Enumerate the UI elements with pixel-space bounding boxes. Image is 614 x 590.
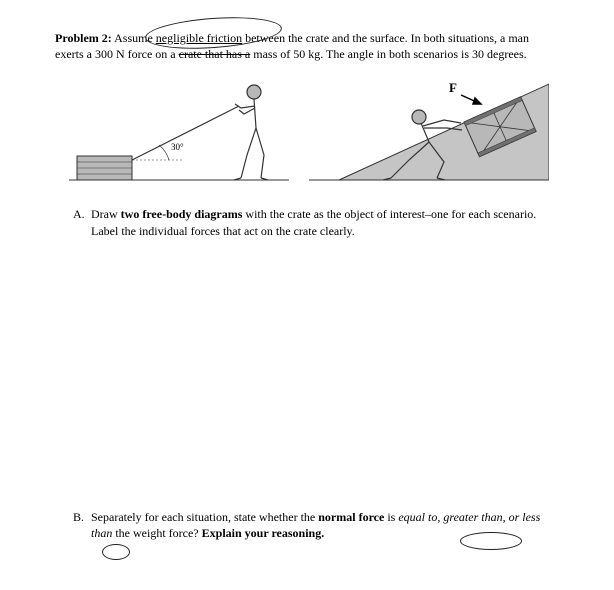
part-b-letter: B.: [73, 509, 91, 541]
problem-underlined: negligible friction: [156, 31, 242, 45]
problem-strike: crate that has a: [179, 47, 251, 61]
problem-text-1: Assume: [114, 31, 156, 45]
part-a-letter: A.: [73, 206, 91, 238]
problem-text-3: mass of 50 kg. The angle in both scenari…: [250, 47, 526, 61]
figures-row: 30°: [69, 70, 559, 194]
part-a-text: Draw two free-body diagrams with the cra…: [91, 206, 559, 238]
problem-label: Problem 2:: [55, 31, 112, 45]
part-a: A. Draw two free-body diagrams with the …: [73, 206, 559, 238]
part-b: B. Separately for each situation, state …: [73, 509, 559, 541]
part-b-text: Separately for each situation, state whe…: [91, 509, 559, 541]
figure-push: F: [309, 70, 549, 194]
force-label: F: [449, 80, 457, 96]
workspace-gap: [55, 239, 559, 509]
angle-label: 30°: [171, 142, 184, 152]
problem-statement: Problem 2: Assume negligible friction be…: [55, 30, 559, 62]
figure-pull: 30°: [69, 70, 289, 194]
